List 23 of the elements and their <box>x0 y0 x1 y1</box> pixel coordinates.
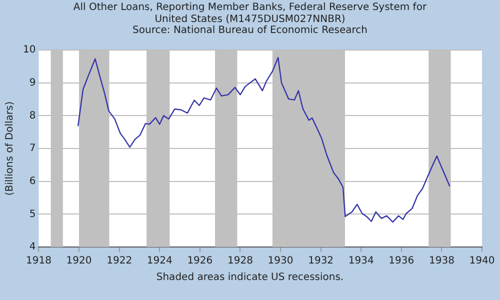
x-tick-label: 1924 <box>146 256 172 267</box>
text: Shaded areas indicate US recessions. <box>155 272 345 283</box>
x-tick-label: 1922 <box>106 256 132 267</box>
x-tick-label: 1920 <box>66 256 92 267</box>
x-tick-label: 1932 <box>308 256 334 267</box>
y-tick-label: 9 <box>29 77 36 88</box>
x-tick-label: 1936 <box>388 256 414 267</box>
x-tick-label: 1940 <box>469 256 495 267</box>
y-axis-title: (Billions of Dollars) <box>4 101 16 196</box>
x-tick-label: 1938 <box>428 256 454 267</box>
x-tick-label: 1934 <box>348 256 374 267</box>
y-tick-label: 8 <box>29 110 36 122</box>
y-tick-label: 4 <box>29 242 36 253</box>
y-tick-label: 5 <box>29 208 36 220</box>
y-tick-label: 7 <box>29 143 36 154</box>
x-tick-label: 1928 <box>227 256 253 267</box>
x-tick-label: 1926 <box>187 256 213 267</box>
chart-title: All Other Loans, Reporting Member Banks, Federal Reserve System for United States (M1475DUSM027NNBR) <box>72 2 428 25</box>
y-tick-label: 6 <box>29 176 36 187</box>
y-tick-label: 10 <box>22 44 36 56</box>
x-tick-label: 1918 <box>26 256 52 267</box>
x-tick-label: 1930 <box>268 256 294 267</box>
chart-subtitle: Source: National Bureau of Economic Research <box>132 25 368 36</box>
